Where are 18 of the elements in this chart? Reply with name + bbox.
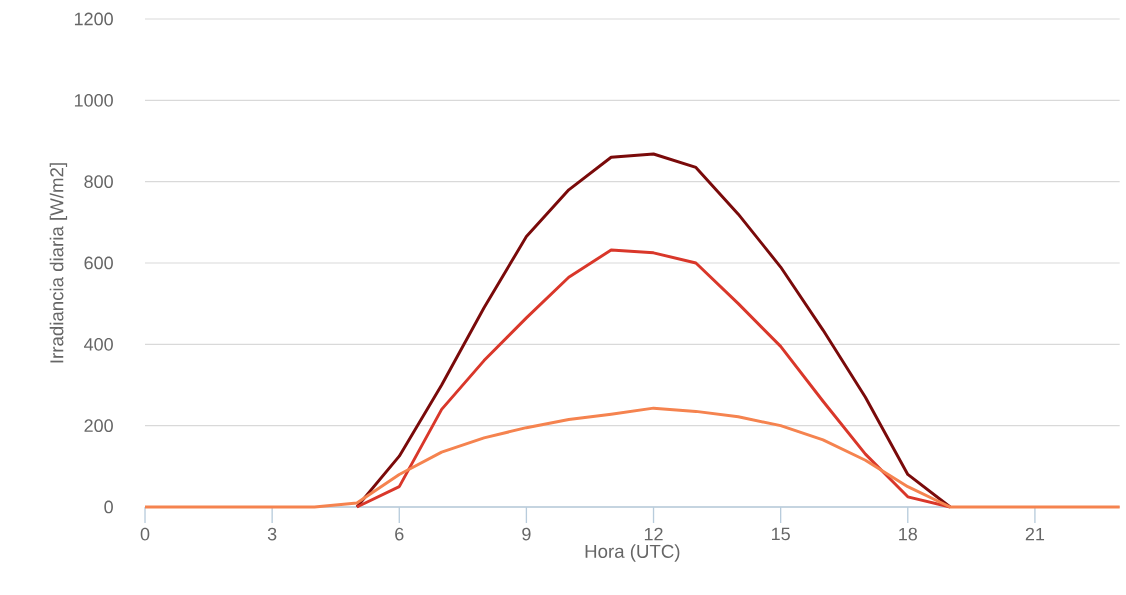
x-tick-label: 6 <box>395 527 404 541</box>
y-tick-label: 800 <box>84 175 113 189</box>
y-tick-label: 600 <box>84 256 113 270</box>
y-tick-label: 1000 <box>74 93 113 107</box>
line-series <box>355 152 952 509</box>
x-tick-label: 3 <box>267 527 277 541</box>
y-tick-label: 0 <box>104 500 113 514</box>
x-tick-label: 18 <box>899 527 918 541</box>
y-tick-label: 200 <box>84 419 113 433</box>
x-tick-label: 0 <box>140 527 150 541</box>
x-tick-label: 21 <box>1025 527 1045 541</box>
x-tick-label: 12 <box>644 527 663 541</box>
y-tick-label: 400 <box>84 337 113 351</box>
y-axis-title: Irradiancia diaria [W/m2] <box>49 163 68 363</box>
x-tick-label: 15 <box>772 527 790 541</box>
y-tick-label: 1200 <box>74 12 113 26</box>
x-axis-title: Hora (UTC) <box>585 544 680 562</box>
x-tick-label: 9 <box>522 527 531 541</box>
